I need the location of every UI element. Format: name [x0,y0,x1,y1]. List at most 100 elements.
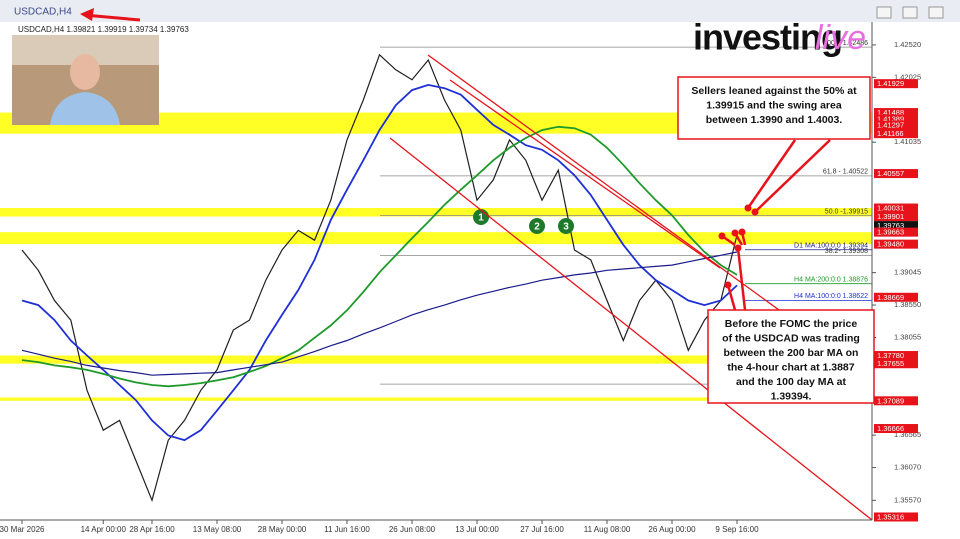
price-label-box [874,129,918,139]
price-label-box [874,227,918,237]
annotation-text: of the USDCAD was trading [722,332,860,344]
zone [0,112,872,134]
series-line [21,83,738,442]
channel-lines [389,54,873,521]
price-label: 1.40031 [877,204,904,213]
thumbnail-face [70,54,100,90]
x-tick-label: 11 Aug 08:00 [584,525,631,534]
logo-accent: live [815,19,866,57]
y-tick-label: 1.38055 [894,332,921,341]
thumbnail-shirt [50,92,120,125]
axis-labels: 1.42520 1.42025 1.41035 1.39045 1.38550 1.380… [0,40,921,534]
fib-label: 61.8 - 1.40522 [823,169,868,176]
fib-label: 100.0 1.42486 [823,40,868,47]
callout-arrow [754,139,831,213]
price-label-box [874,292,918,302]
y-tick-label: 1.35570 [894,495,921,504]
price-label: 1.38669 [877,293,904,302]
arrow-head [80,8,94,21]
annotation-text: and the 100 day MA at [736,376,846,388]
annotation-text: 1.39915 and the swing area [706,99,842,111]
window-button[interactable] [928,6,944,19]
window-button[interactable] [876,6,892,19]
callout-arrow-head [734,244,742,252]
marker-label: 1 [478,213,484,224]
price-label-box [874,424,918,434]
price-label: 1.37780 [877,351,904,360]
callout-arrow [726,284,737,311]
price-label-box [874,169,918,179]
price-label: 1.37089 [877,396,904,405]
ma-label: D1 MA:100:0:0 1.39394 [794,243,868,250]
y-tick-label: 1.42025 [894,72,921,81]
price-label-box [874,212,918,222]
y-tick-label: 1.42520 [894,40,921,49]
price-label-box [874,512,918,522]
annotation-text: the 4-hour chart at 1.3887 [727,361,854,373]
zone [0,397,872,401]
price-label-box [874,203,918,213]
price-label-box [874,396,918,406]
price-label: 1.37655 [877,359,904,368]
window-button[interactable] [902,6,918,19]
price-label: 1.39663 [877,228,904,237]
title-bar [0,0,960,22]
x-tick-label: 9 Sep 16:00 [715,525,759,534]
callout-arrow-head [738,228,746,236]
annotation-text: Before the FOMC the price [725,318,858,330]
price-axis [872,22,960,539]
callout-arrow-head [744,204,752,212]
annotation-text: 1.39394. [771,390,812,402]
annotation-text: between the 200 bar MA on [724,347,859,359]
annotations: Sellers leaned against the 50% at 1.39915… [677,76,875,404]
arrow [83,13,141,22]
x-tick-label: 26 Aug 00:00 [648,525,696,534]
price-label-box [874,114,918,124]
window-title: USDCAD,H4 [14,7,72,18]
ma-label: H4 MA:200:0:0 1.38876 [794,277,868,284]
callout-arrow-head [751,208,759,216]
y-tick-label: 1.36070 [894,463,921,472]
x-tick-label: 14 Apr 00:00 [81,525,127,534]
marker-label: 3 [563,222,569,233]
price-info: USDCAD,H4 1.39821 1.39919 1.39734 1.3976… [18,25,189,34]
annotation-text: between 1.3990 and 1.4003. [706,114,843,126]
price-label: 1.41297 [877,121,904,130]
price-label-box [874,239,918,249]
y-tick-label: 1.39045 [894,268,921,277]
price-label-box [874,359,918,369]
callout-arrow-head [724,281,732,289]
fib-label: 50.0 -1.39915 [825,208,868,215]
x-tick-label: 13 May 08:00 [193,525,242,534]
zone [0,232,872,245]
channel-line [389,137,873,521]
annotation-box [677,76,871,140]
price-label: 1.39480 [877,240,904,249]
channel-line [449,79,721,269]
price-label: 1.36666 [877,424,904,433]
logo: investing [693,17,842,58]
zone [0,355,872,364]
video-thumbnail [12,35,159,125]
callout-arrow [736,247,747,311]
price-label: 1.41166 [877,129,904,138]
price-label: 1.39901 [877,212,904,221]
series-line [21,53,738,503]
x-tick-label: 13 Jul 00:00 [455,525,499,534]
price-label: 1.39763 [877,221,904,230]
y-tick-label: 1.36565 [894,430,921,439]
x-tick-label: 11 Jun 16:00 [324,525,370,534]
series-line [21,251,738,376]
x-tick-label: 26 Jun 08:00 [389,525,436,534]
price-label: 1.35316 [877,512,904,521]
price-label: 1.41389 [877,115,904,124]
zone [0,208,872,217]
callout-arrow-head [731,229,739,237]
price-label-box [874,120,918,130]
annotation-text: Sellers leaned against the 50% at [691,85,857,97]
price-label-box [874,351,918,361]
x-tick-label: 30 Mar 2026 [0,525,45,534]
marker-circle [529,218,545,234]
plot-area: 100.0 1.42486 61.8 - 1.40522 50.0 -1.39915… [0,40,872,503]
x-tick-label: 27 Jul 16:00 [520,525,564,534]
